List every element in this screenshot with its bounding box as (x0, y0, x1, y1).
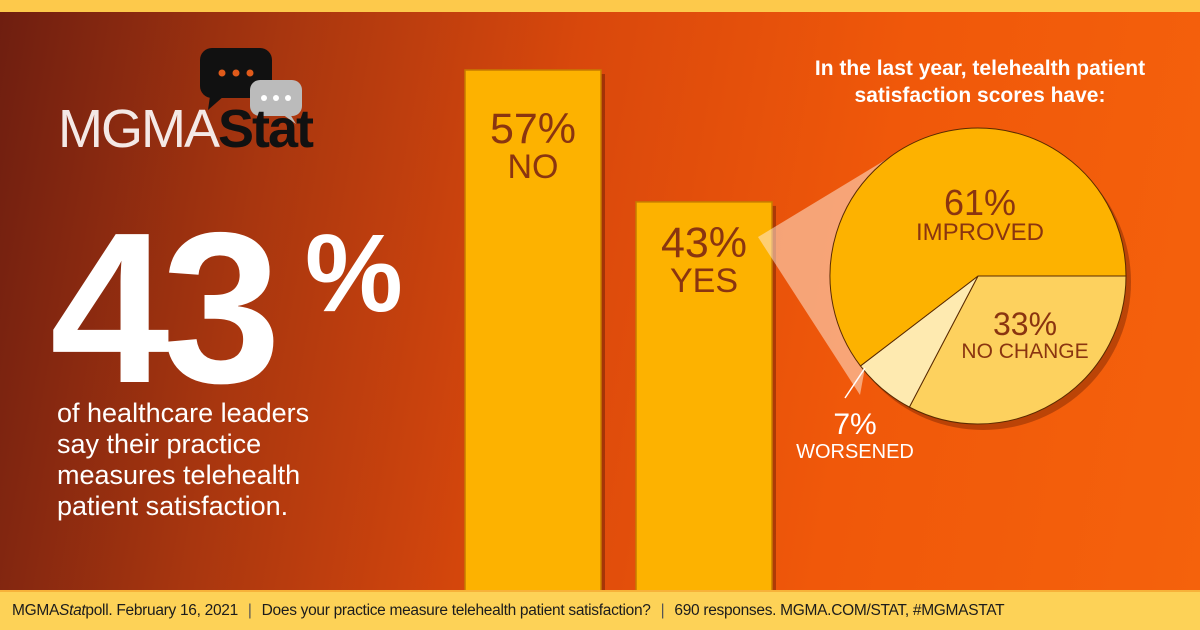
headline-percent: % (305, 212, 403, 335)
footer-source: MGMA (12, 602, 60, 619)
top-bar (0, 0, 1200, 12)
desc-line: patient satisfaction. (57, 491, 289, 521)
pie-slice-no-change (908, 275, 1127, 425)
logo-bubbles-icon (200, 48, 302, 124)
pie-label-worsened: 7% WORSENED (790, 410, 920, 464)
pie-slice-improved (829, 127, 1127, 367)
pie-label-no-change: 33% NO CHANGE (945, 308, 1105, 364)
desc-line: measures telehealth (57, 460, 301, 490)
bar-yes (635, 201, 773, 608)
pie-label-improved: 61% IMPROVED (880, 185, 1080, 245)
bar-label-yes: 43% YES (636, 219, 772, 300)
footer-separator: | (247, 602, 252, 619)
pie-value-label: 33% (992, 306, 1058, 342)
footer-responses: 690 responses. MGMA.COM/STAT, #MGMASTAT (674, 602, 1005, 619)
pie-title: In the last year, telehealth patient sat… (814, 57, 1146, 107)
headline-description: of healthcare leaders say their practice… (57, 398, 309, 522)
footer-date: poll. February 16, 2021 (85, 602, 238, 619)
desc-line: of healthcare leaders (57, 398, 310, 428)
bar-value-label: 57% (489, 105, 577, 153)
desc-line: say their practice (57, 429, 262, 459)
logo: MGMAStat (58, 98, 314, 160)
logo-mgma: MGMA (58, 99, 220, 159)
footer-source-italic: Stat (59, 602, 86, 619)
footer-question: Does your practice measure telehealth pa… (261, 602, 651, 619)
bar-category-label: NO (507, 148, 559, 186)
bar-value-label: 43% (660, 219, 748, 267)
pie-category-label: IMPROVED (915, 219, 1044, 246)
headline-value: 43 (50, 187, 281, 428)
logo-stat: Stat (218, 99, 314, 159)
pie-value-label: 7% (833, 408, 877, 441)
footer: MGMA Stat poll. February 16, 2021 | Does… (0, 590, 1200, 630)
pie-category-label: NO CHANGE (961, 340, 1089, 363)
bar-category-label: YES (669, 262, 739, 300)
footer-separator: | (660, 602, 665, 619)
pie-category-label: WORSENED (796, 441, 914, 463)
worsened-leader-line (844, 367, 866, 399)
pie-value-label: 61% (943, 182, 1017, 223)
bar-label-no: 57% NO (465, 105, 601, 186)
